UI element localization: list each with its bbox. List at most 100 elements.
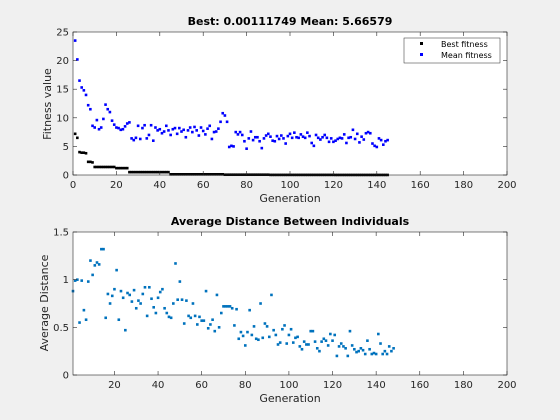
fitness-point-s0-15	[104, 165, 107, 169]
fitness-point-s1-66	[214, 130, 218, 133]
fitness-point-s1-43	[165, 124, 168, 128]
fitness-point-s0-59	[199, 173, 203, 176]
fitness-point-s1-108	[306, 131, 309, 134]
fitness-point-s1-42	[162, 130, 166, 133]
fitness-point-s1-99	[286, 134, 290, 138]
distance-point-s0-143	[381, 352, 384, 356]
distance-point-s0-77	[237, 337, 241, 341]
distance-point-s0-119	[329, 332, 332, 336]
fitness-point-s0-45	[169, 173, 172, 176]
fitness-x-tick-label: 40	[153, 180, 166, 191]
fitness-point-s0-33	[143, 170, 146, 174]
fitness-point-s1-80	[245, 147, 248, 150]
fitness-point-s0-57	[195, 173, 198, 176]
fitness-point-s0-37	[151, 170, 155, 174]
distance-point-s0-118	[326, 344, 330, 347]
distance-point-s0-147	[390, 349, 393, 353]
distance-x-ticks: 20 40 60 80 100 120 140 160 180 200	[108, 232, 517, 391]
distance-point-s0-48	[174, 262, 177, 265]
fitness-point-s1-88	[262, 137, 266, 140]
distance-point-s0-100	[287, 333, 291, 337]
distance-point-s0-2	[73, 279, 77, 282]
fitness-y-tick-label: 5	[63, 142, 69, 153]
fitness-point-s1-87	[260, 146, 264, 150]
fitness-point-s0-52	[184, 173, 188, 176]
fitness-point-s1-11	[95, 118, 99, 122]
distance-point-s0-123	[337, 345, 341, 348]
distance-x-tick-label: 160	[410, 380, 429, 391]
fitness-point-s0-28	[132, 170, 136, 174]
distance-point-s0-98	[283, 324, 286, 327]
fitness-point-s0-13	[99, 165, 103, 169]
distance-point-s0-97	[281, 327, 284, 331]
fitness-point-s1-54	[188, 126, 192, 129]
fitness-point-s1-104	[297, 136, 300, 140]
fitness-point-s1-67	[217, 127, 220, 130]
distance-point-s0-126	[344, 347, 347, 350]
fitness-point-s0-61	[204, 173, 207, 176]
distance-point-s0-29	[132, 288, 136, 292]
fitness-point-s1-15	[104, 103, 107, 106]
distance-point-s0-75	[233, 324, 236, 327]
fitness-point-s1-32	[141, 126, 144, 130]
fitness-point-s0-23	[121, 166, 125, 170]
distance-point-s0-70	[222, 305, 225, 308]
fitness-point-s1-49	[178, 126, 181, 130]
fitness-point-s0-14	[102, 165, 105, 169]
distance-point-s0-144	[383, 349, 387, 353]
fitness-point-s0-1	[73, 132, 77, 136]
distance-point-s0-15	[102, 247, 105, 251]
fitness-point-s0-5	[82, 151, 86, 154]
distance-point-s0-91	[267, 335, 271, 339]
distance-point-s0-96	[278, 341, 282, 344]
fitness-point-s0-4	[80, 151, 83, 154]
distance-point-s0-138	[370, 352, 374, 356]
distance-point-s0-47	[172, 302, 175, 305]
fitness-point-s0-68	[219, 173, 222, 176]
distance-point-s0-51	[180, 298, 184, 301]
fitness-point-s0-36	[149, 170, 153, 174]
fitness-point-s0-48	[175, 173, 179, 176]
distance-point-s0-73	[228, 305, 232, 308]
fitness-point-s1-63	[208, 124, 212, 128]
distance-point-s0-4	[78, 321, 81, 324]
fitness-point-s0-7	[86, 160, 90, 164]
distance-point-s0-86	[257, 338, 260, 342]
distance-point-s0-113	[315, 347, 319, 350]
fitness-point-s1-73	[230, 144, 233, 148]
distance-point-s0-120	[331, 339, 334, 342]
fitness-x-tick-label: 100	[280, 180, 299, 191]
distance-plot-area	[73, 232, 507, 375]
fitness-point-s1-77	[238, 130, 242, 134]
fitness-point-s1-35	[147, 133, 151, 137]
distance-point-s0-82	[248, 308, 251, 312]
fitness-point-s1-142	[379, 138, 383, 142]
fitness-point-s0-30	[136, 170, 140, 174]
fitness-x-ticks: 0 20 40 60 80 100 120 140 160 180 200	[70, 32, 517, 191]
distance-point-s0-115	[320, 340, 323, 343]
distance-point-s0-39	[154, 311, 158, 315]
distance-point-s0-7	[84, 318, 88, 322]
fitness-point-s1-16	[106, 107, 110, 111]
distance-point-s0-132	[357, 349, 360, 353]
fitness-point-s0-25	[125, 166, 129, 170]
fitness-point-s1-134	[362, 138, 366, 141]
distance-point-s0-71	[224, 305, 227, 308]
fitness-point-s1-4	[80, 86, 83, 89]
fitness-point-s1-115	[321, 135, 324, 139]
fitness-point-s1-83	[251, 138, 255, 142]
distance-point-s0-40	[156, 296, 160, 300]
fitness-point-s1-110	[310, 141, 313, 145]
distance-point-s0-34	[143, 285, 147, 289]
fitness-point-s1-117	[325, 136, 329, 140]
fitness-point-s1-10	[93, 126, 96, 129]
distance-point-s0-23	[119, 289, 123, 293]
distance-point-s0-87	[259, 302, 262, 305]
fitness-point-s1-124	[340, 137, 344, 140]
distance-y-tick-label: 0	[63, 371, 69, 382]
distance-plot: 20 40 60 80 100 120 140 160 180 200 0 0.5 1 1.5 Aver…	[38, 215, 517, 405]
fitness-point-s1-103	[295, 135, 298, 139]
distance-point-s0-80	[243, 344, 247, 347]
fitness-point-s1-127	[347, 136, 350, 140]
distance-point-s0-35	[145, 314, 149, 318]
